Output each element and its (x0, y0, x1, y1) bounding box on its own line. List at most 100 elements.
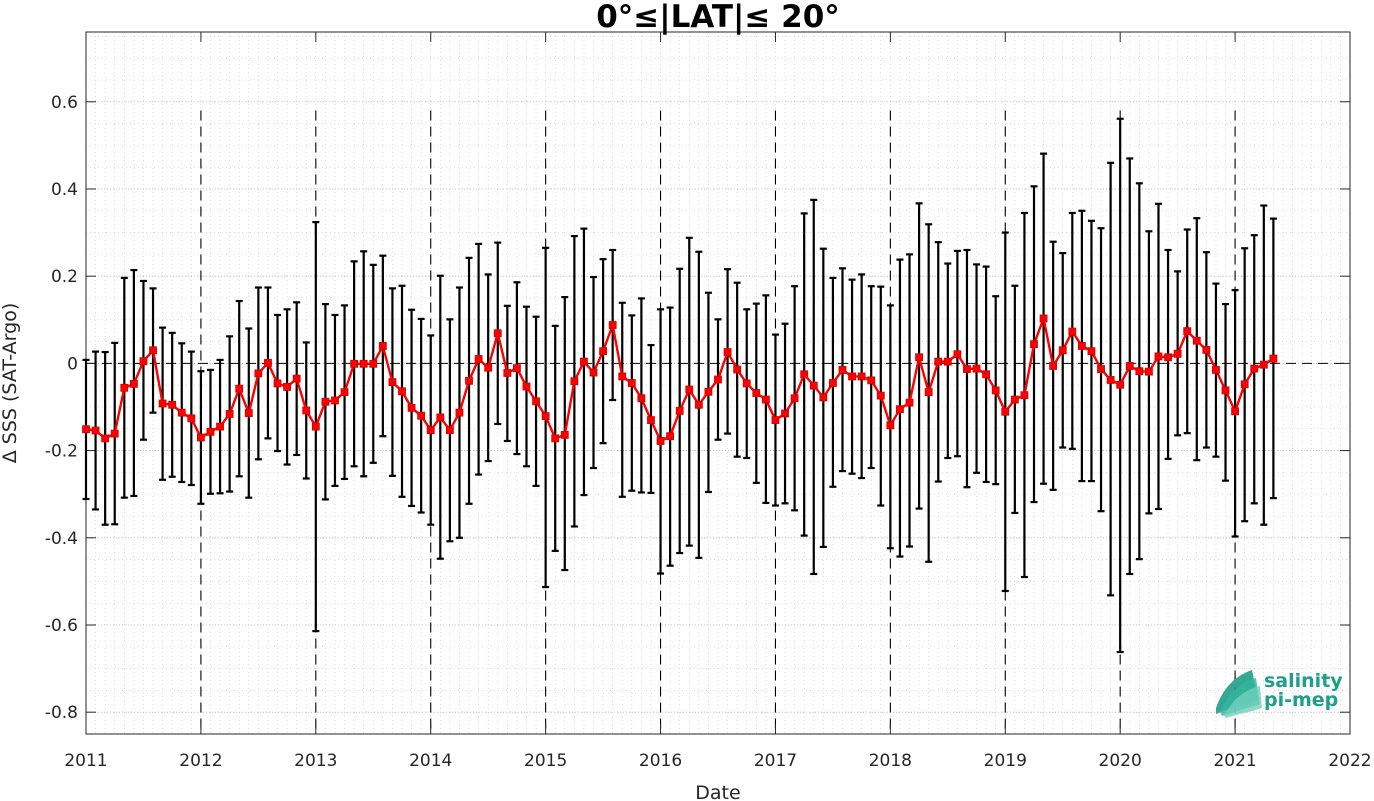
data-point (264, 359, 272, 367)
data-point (110, 429, 119, 438)
data-point (704, 387, 713, 396)
data-point (848, 372, 856, 381)
data-point (1010, 395, 1019, 404)
data-point (532, 397, 540, 406)
data-point (991, 386, 1000, 395)
data-point (254, 369, 263, 378)
x-tick-label: 2011 (64, 751, 107, 771)
data-point (177, 408, 186, 417)
data-point (694, 400, 703, 409)
data-point (158, 399, 167, 408)
data-point (1164, 353, 1172, 362)
data-point (656, 437, 665, 445)
data-point (1125, 362, 1134, 370)
data-point (101, 434, 110, 443)
data-point (723, 348, 732, 356)
data-point (733, 365, 742, 374)
data-point (436, 413, 445, 422)
data-point (905, 398, 914, 407)
data-point (388, 378, 397, 387)
data-point (493, 329, 502, 338)
data-point (924, 388, 933, 397)
x-tick-label: 2021 (1213, 751, 1256, 771)
x-tick-label: 2012 (179, 751, 222, 771)
data-point (761, 395, 770, 404)
data-point (91, 426, 100, 435)
data-point (235, 384, 244, 393)
data-point (1145, 367, 1153, 376)
x-tick-label: 2019 (984, 751, 1027, 771)
x-tick-label: 2020 (1099, 751, 1142, 771)
data-point (216, 422, 224, 431)
data-point (953, 350, 962, 359)
data-point (1154, 352, 1163, 361)
data-point (857, 372, 866, 381)
data-point (455, 408, 464, 417)
y-axis-label: Δ SSS (SAT-Argo) (0, 303, 21, 463)
data-point (627, 379, 636, 387)
logo-line2: pi-mep (1264, 689, 1338, 711)
data-point (829, 379, 837, 387)
data-point (149, 346, 157, 355)
data-point (1077, 342, 1086, 350)
data-point (1039, 314, 1048, 323)
data-point (1135, 367, 1144, 376)
data-point (819, 393, 828, 402)
data-point (426, 426, 435, 434)
data-point (244, 409, 253, 417)
data-point (465, 376, 473, 385)
data-point (714, 375, 722, 384)
data-point (1231, 407, 1239, 416)
data-point (915, 353, 923, 362)
data-point (1049, 362, 1058, 370)
data-point (398, 387, 406, 396)
y-tick-label: 0.2 (51, 267, 78, 287)
data-point (1097, 365, 1105, 373)
data-point (503, 369, 512, 377)
data-point (1087, 347, 1096, 356)
data-point (876, 391, 885, 400)
data-point (781, 409, 789, 418)
data-point (580, 357, 588, 366)
data-point (378, 342, 387, 350)
data-point (838, 366, 847, 374)
data-point (618, 372, 627, 381)
data-point (225, 410, 234, 418)
data-point (302, 406, 311, 415)
data-point (1212, 366, 1220, 374)
y-tick-label: 0 (67, 354, 78, 374)
data-point (800, 370, 809, 379)
data-point (1250, 364, 1259, 373)
data-point (484, 363, 493, 372)
data-point (1269, 354, 1278, 363)
data-point (666, 432, 675, 441)
data-point (972, 364, 981, 373)
error-bars (82, 117, 1277, 654)
data-point (1030, 340, 1038, 349)
logo-line1: salinity (1264, 670, 1343, 692)
chart-title: 0°≤|LAT|≤ 20° (596, 0, 840, 35)
data-point (369, 359, 378, 368)
data-point (340, 388, 349, 397)
x-axis: 2011 2012 2013 2014 2015 2016 2017 2018 2019 2020… (64, 32, 1372, 771)
x-tick-label: 2018 (869, 751, 912, 771)
data-point (168, 400, 177, 409)
data-point (311, 422, 320, 431)
wave-logo-icon (1216, 670, 1262, 718)
data-point (321, 397, 330, 406)
data-point (809, 381, 818, 390)
data-point (541, 412, 550, 421)
x-tick-label: 2022 (1328, 751, 1371, 771)
x-tick-label: 2015 (524, 751, 567, 771)
data-point (675, 407, 684, 415)
data-point (1001, 407, 1010, 416)
x-tick-label: 2013 (294, 751, 337, 771)
data-point (790, 394, 799, 403)
data-point (206, 427, 215, 436)
data-point (129, 379, 138, 388)
y-tick-label: -0.4 (45, 529, 78, 549)
data-point (742, 379, 751, 388)
data-point (1106, 376, 1115, 384)
data-point (359, 359, 368, 368)
